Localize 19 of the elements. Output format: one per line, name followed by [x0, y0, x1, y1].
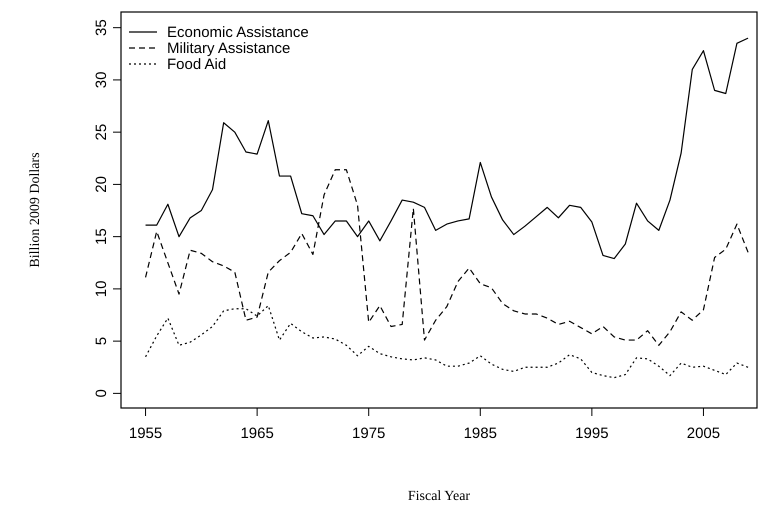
y-tick-label: 15 [93, 228, 110, 245]
y-tick-label: 20 [93, 176, 110, 193]
legend-label: Military Assistance [167, 40, 290, 57]
x-tick-label: 1985 [464, 425, 497, 442]
legend-label: Economic Assistance [167, 24, 309, 41]
y-tick-label: 5 [93, 336, 110, 346]
y-tick-label: 10 [93, 280, 110, 298]
x-tick-label: 1995 [575, 425, 609, 442]
y-tick-label: 35 [93, 19, 110, 36]
x-axis-title: Fiscal Year [408, 489, 470, 504]
x-tick-label: 2005 [686, 425, 720, 442]
x-tick-label: 1975 [352, 425, 386, 442]
y-tick-label: 30 [93, 72, 110, 88]
legend-label: Food Aid [167, 56, 226, 73]
x-tick-label: 1965 [240, 425, 274, 442]
y-tick-label: 25 [93, 124, 110, 140]
x-tick-label: 1955 [128, 425, 162, 442]
y-tick-label: 0 [93, 389, 110, 398]
y-axis-title: Billion 2009 Dollars [28, 152, 43, 268]
